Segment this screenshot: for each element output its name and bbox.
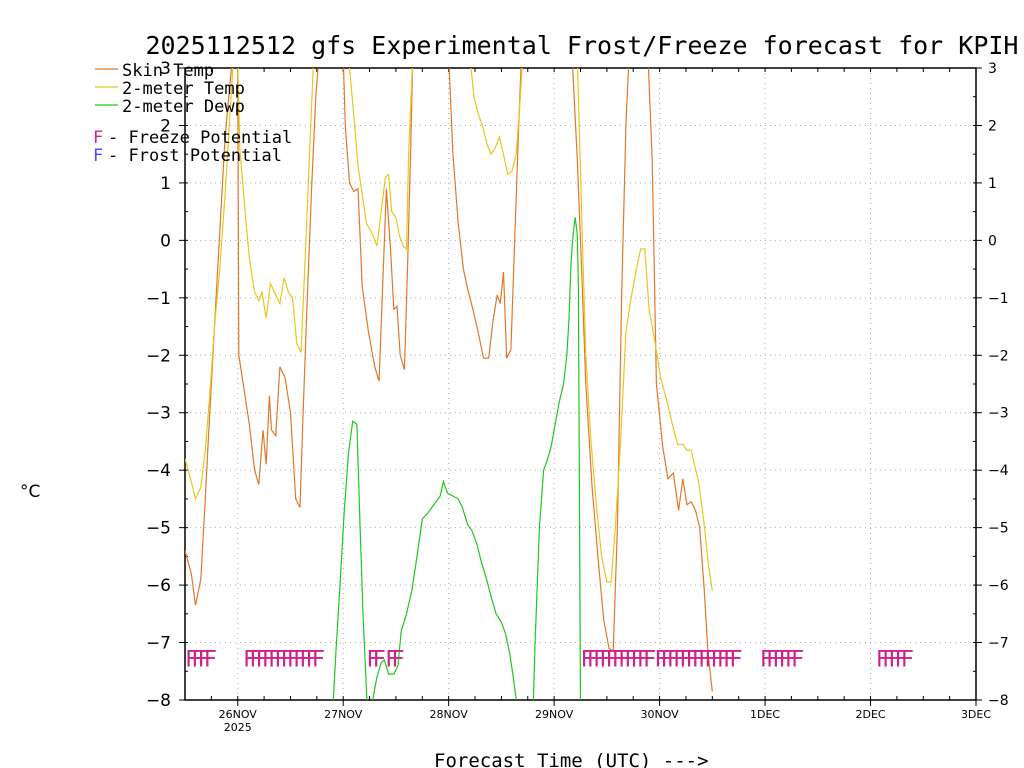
y-tick-label: 1 [160, 174, 171, 194]
freeze-markers: FFFF FFFFFFFFFFFF FF FF FFFFFFFFFFF FFFFFFFF… [185, 648, 920, 673]
legend-potential-label: - Frost Potential [108, 146, 282, 166]
y-tick-label: −6 [146, 576, 171, 596]
y-tick-label-right: 0 [988, 233, 997, 249]
y-tick-label-right: −8 [988, 693, 1009, 709]
series-lines [185, 68, 713, 700]
series-line-2-meter-dewp [332, 217, 582, 700]
legend-potential-label: - Freeze Potential [108, 128, 292, 148]
y-tick-label-right: −6 [988, 578, 1009, 594]
freeze-marker: FFFFFFFFFFF [581, 648, 655, 673]
y-tick-label: −8 [146, 691, 171, 711]
y-tick-label-right: 2 [988, 118, 997, 134]
y-tick-label: −5 [146, 519, 171, 539]
freeze-marker: FFFF [185, 648, 216, 673]
freeze-marker: FFFFF [876, 648, 913, 673]
legend-potential-symbol: F [93, 146, 103, 166]
y-tick-label-right: −7 [988, 636, 1009, 652]
series-line-skin-temp [185, 68, 713, 692]
x-tick-label: 27NOV [324, 708, 363, 721]
chart-title: 2025112512 gfs Experimental Frost/Freeze… [146, 31, 1019, 60]
legend-label: 2-meter Dewp [122, 97, 245, 117]
legend-label: 2-meter Temp [122, 79, 245, 99]
freeze-marker: FFFFFFFFFFFF [243, 648, 324, 673]
axes: 3 3 2 2 1 1 0 0 −1 −1 −2 −2 −3 −3 −4 −4 −5 −5 −6 −6 −7 −7 −8 −8… [146, 59, 1009, 734]
freeze-marker: FFFFFFFFFFFFF [654, 648, 741, 673]
y-tick-label: 3 [160, 59, 171, 79]
x-tick-label: 28NOV [430, 708, 469, 721]
y-axis-label: °C [20, 482, 40, 502]
x-axis-label: Forecast Time (UTC) ---> [434, 750, 709, 768]
x-tick-label: 2DEC [855, 708, 885, 721]
y-tick-label: −3 [146, 404, 171, 424]
x-tick-label: 30NOV [640, 708, 679, 721]
y-tick-label: −4 [146, 461, 171, 481]
y-tick-label: 2 [160, 116, 171, 136]
y-tick-label-right: −4 [988, 463, 1009, 479]
y-tick-label-right: −3 [988, 406, 1009, 422]
x-tick-label: 3DEC [961, 708, 991, 721]
y-tick-label: −2 [146, 346, 171, 366]
y-tick-label-right: −5 [988, 521, 1009, 537]
y-tick-label-right: −2 [988, 348, 1009, 364]
x-tick-label: 29NOV [535, 708, 574, 721]
y-tick-label-right: −1 [988, 291, 1009, 307]
freeze-marker: FFFFFF [760, 648, 803, 673]
legend-potential-symbol: F [93, 128, 103, 148]
legend-label: Skin Temp [122, 61, 214, 81]
y-tick-label: 0 [160, 231, 171, 251]
y-tick-label: −7 [146, 634, 171, 654]
y-tick-label-right: 1 [988, 176, 997, 192]
x-tick-label: 26NOV [219, 708, 258, 721]
x-tick-label: 1DEC [750, 708, 780, 721]
y-tick-label-right: 3 [988, 61, 997, 77]
freeze-marker: FF FF [366, 648, 403, 673]
y-tick-label: −1 [146, 289, 171, 309]
x-tick-sublabel: 2025 [224, 721, 252, 734]
series-line-2-meter-temp [185, 68, 713, 591]
